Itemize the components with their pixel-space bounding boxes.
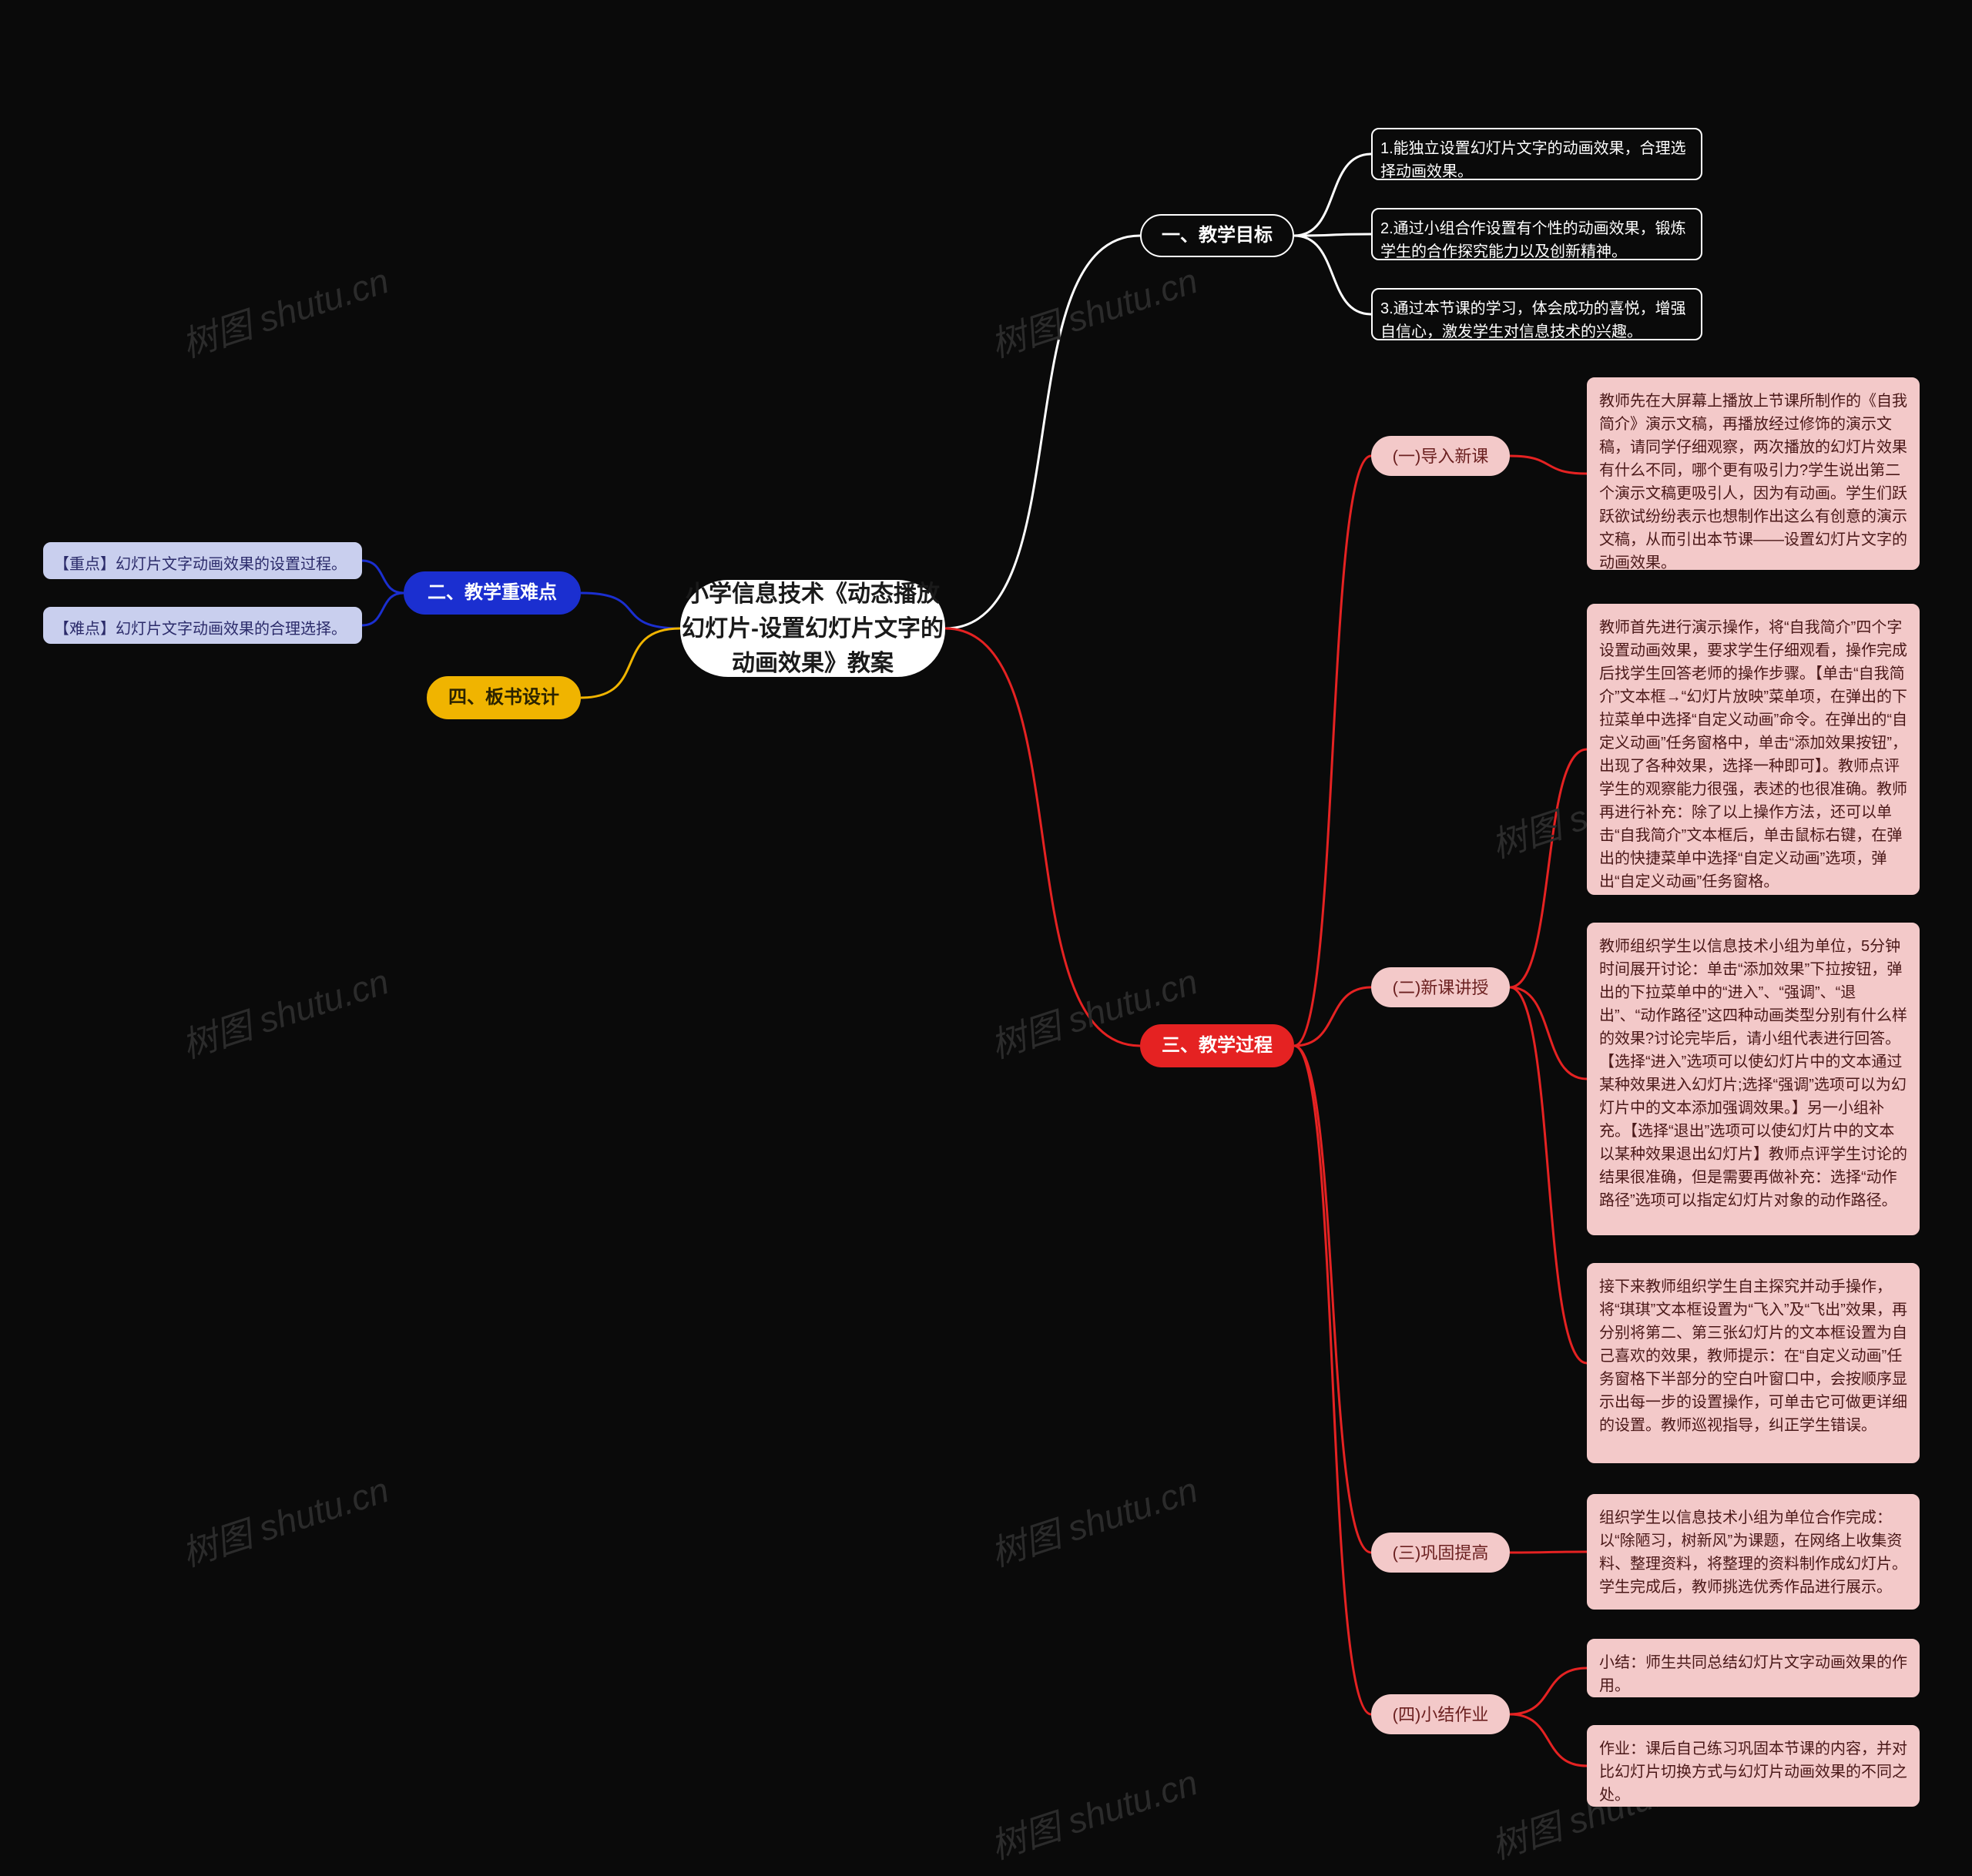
branch-b4: 四、板书设计 (427, 676, 581, 719)
watermark: 树图 shutu.cn (984, 253, 1203, 368)
root-node: 小学信息技术《动态播放 幻灯片-设置幻灯片文字的 动画效果》教案 (680, 580, 945, 677)
node-b3s3c1: 组织学生以信息技术小组为单位合作完成：以“除陋习，树新风”为课题，在网络上收集资… (1587, 1494, 1920, 1610)
branch-b2: 二、教学重难点 (404, 571, 581, 615)
node-b3s2c3: 接下来教师组织学生自主探究并动手操作，将“琪琪”文本框设置为“飞入”及“飞出”效… (1587, 1263, 1920, 1463)
watermark: 树图 shutu.cn (175, 253, 394, 368)
node-b3s3: (三)巩固提高 (1371, 1533, 1510, 1573)
node-b3s4: (四)小结作业 (1371, 1694, 1510, 1734)
watermark: 树图 shutu.cn (175, 954, 394, 1069)
node-b3s4c1: 小结：师生共同总结幻灯片文字动画效果的作用。 (1587, 1639, 1920, 1697)
node-b3s1c1: 教师先在大屏幕上播放上节课所制作的《自我简介》演示文稿，再播放经过修饰的演示文稿… (1587, 377, 1920, 570)
node-b3s1: (一)导入新课 (1371, 436, 1510, 476)
watermark: 树图 shutu.cn (984, 1462, 1203, 1577)
branch-b3: 三、教学过程 (1140, 1024, 1294, 1067)
node-b2c2: 【难点】幻灯片文字动画效果的合理选择。 (43, 607, 362, 644)
mindmap-stage: 树图 shutu.cn 树图 shutu.cn 树图 shutu.cn 树图 shut… (0, 0, 1972, 1876)
node-b1c1: 1.能独立设置幻灯片文字的动画效果，合理选择动画效果。 (1371, 128, 1702, 180)
node-b1c3: 3.通过本节课的学习，体会成功的喜悦，增强自信心，激发学生对信息技术的兴趣。 (1371, 288, 1702, 340)
branch-b1: 一、教学目标 (1140, 214, 1294, 257)
watermark: 树图 shutu.cn (175, 1462, 394, 1577)
node-b2c1: 【重点】幻灯片文字动画效果的设置过程。 (43, 542, 362, 579)
node-b3s2c1: 教师首先进行演示操作，将“自我简介”四个字设置动画效果，要求学生仔细观看，操作完… (1587, 604, 1920, 895)
node-b1c2: 2.通过小组合作设置有个性的动画效果，锻炼学生的合作探究能力以及创新精神。 (1371, 208, 1702, 260)
node-b3s2: (二)新课讲授 (1371, 967, 1510, 1007)
watermark: 树图 shutu.cn (984, 1755, 1203, 1870)
node-b3s4c2: 作业：课后自己练习巩固本节课的内容，并对比幻灯片切换方式与幻灯片动画效果的不同之… (1587, 1725, 1920, 1807)
node-b3s2c2: 教师组织学生以信息技术小组为单位，5分钟时间展开讨论：单击“添加效果”下拉按钮，… (1587, 923, 1920, 1235)
